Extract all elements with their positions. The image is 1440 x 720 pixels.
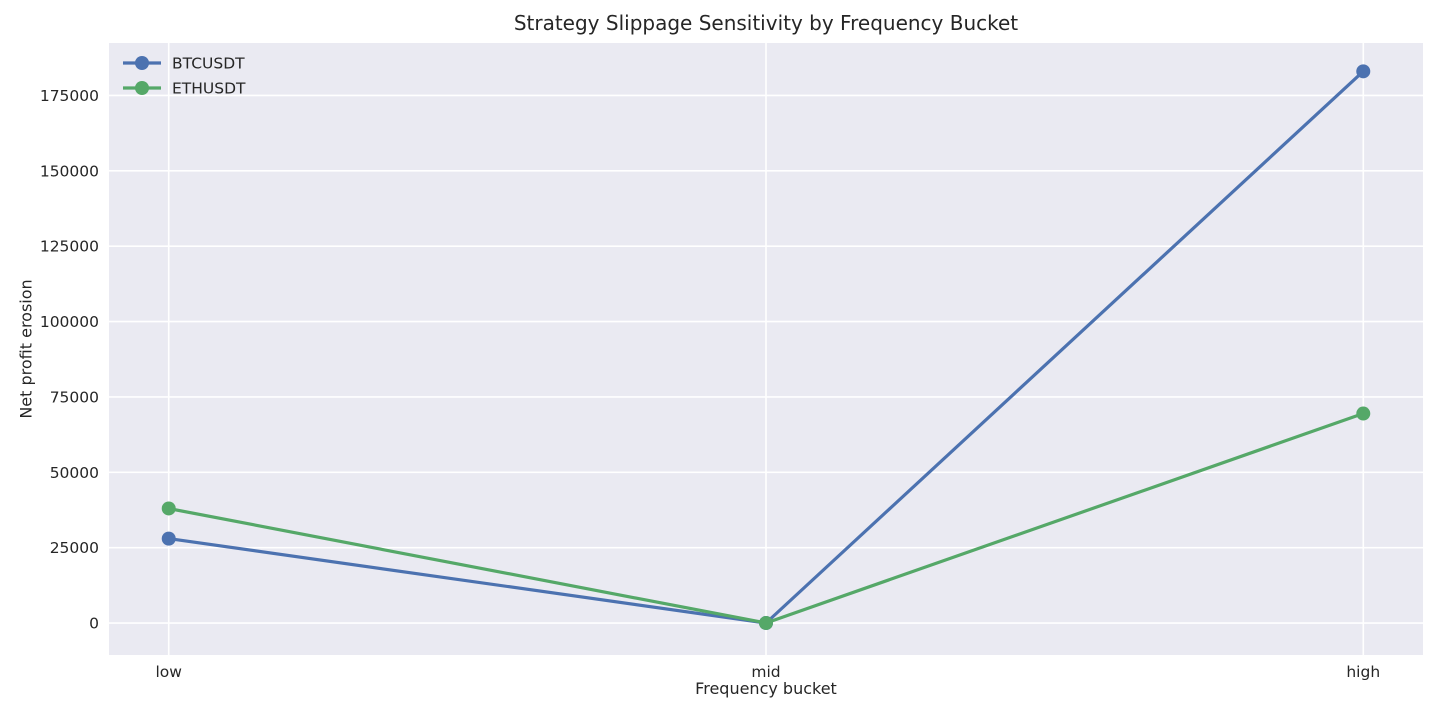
legend-marker-icon: [135, 56, 149, 70]
x-tick-label: mid: [751, 663, 780, 681]
y-tick-label: 0: [89, 615, 99, 633]
y-tick-label: 150000: [40, 162, 99, 180]
chart-title: Strategy Slippage Sensitivity by Frequen…: [513, 11, 1019, 35]
y-tick-label: 25000: [50, 539, 99, 557]
data-point-BTCUSDT-high: [1356, 64, 1371, 79]
y-tick-label: 75000: [50, 388, 99, 406]
data-point-ETHUSDT-low: [161, 501, 176, 516]
y-tick-label: 100000: [40, 313, 99, 331]
y-tick-label: 50000: [50, 464, 99, 482]
x-tick-label: high: [1346, 663, 1380, 681]
y-tick-label: 125000: [40, 238, 99, 256]
y-tick-label: 175000: [40, 87, 99, 105]
legend-marker-icon: [135, 81, 149, 95]
x-axis-label: Frequency bucket: [695, 679, 837, 698]
data-point-ETHUSDT-high: [1356, 406, 1371, 421]
data-point-BTCUSDT-low: [161, 531, 176, 546]
legend-label: ETHUSDT: [172, 80, 246, 98]
x-tick-label: low: [155, 663, 182, 681]
data-point-ETHUSDT-mid: [759, 616, 773, 631]
legend-label: BTCUSDT: [172, 55, 245, 73]
